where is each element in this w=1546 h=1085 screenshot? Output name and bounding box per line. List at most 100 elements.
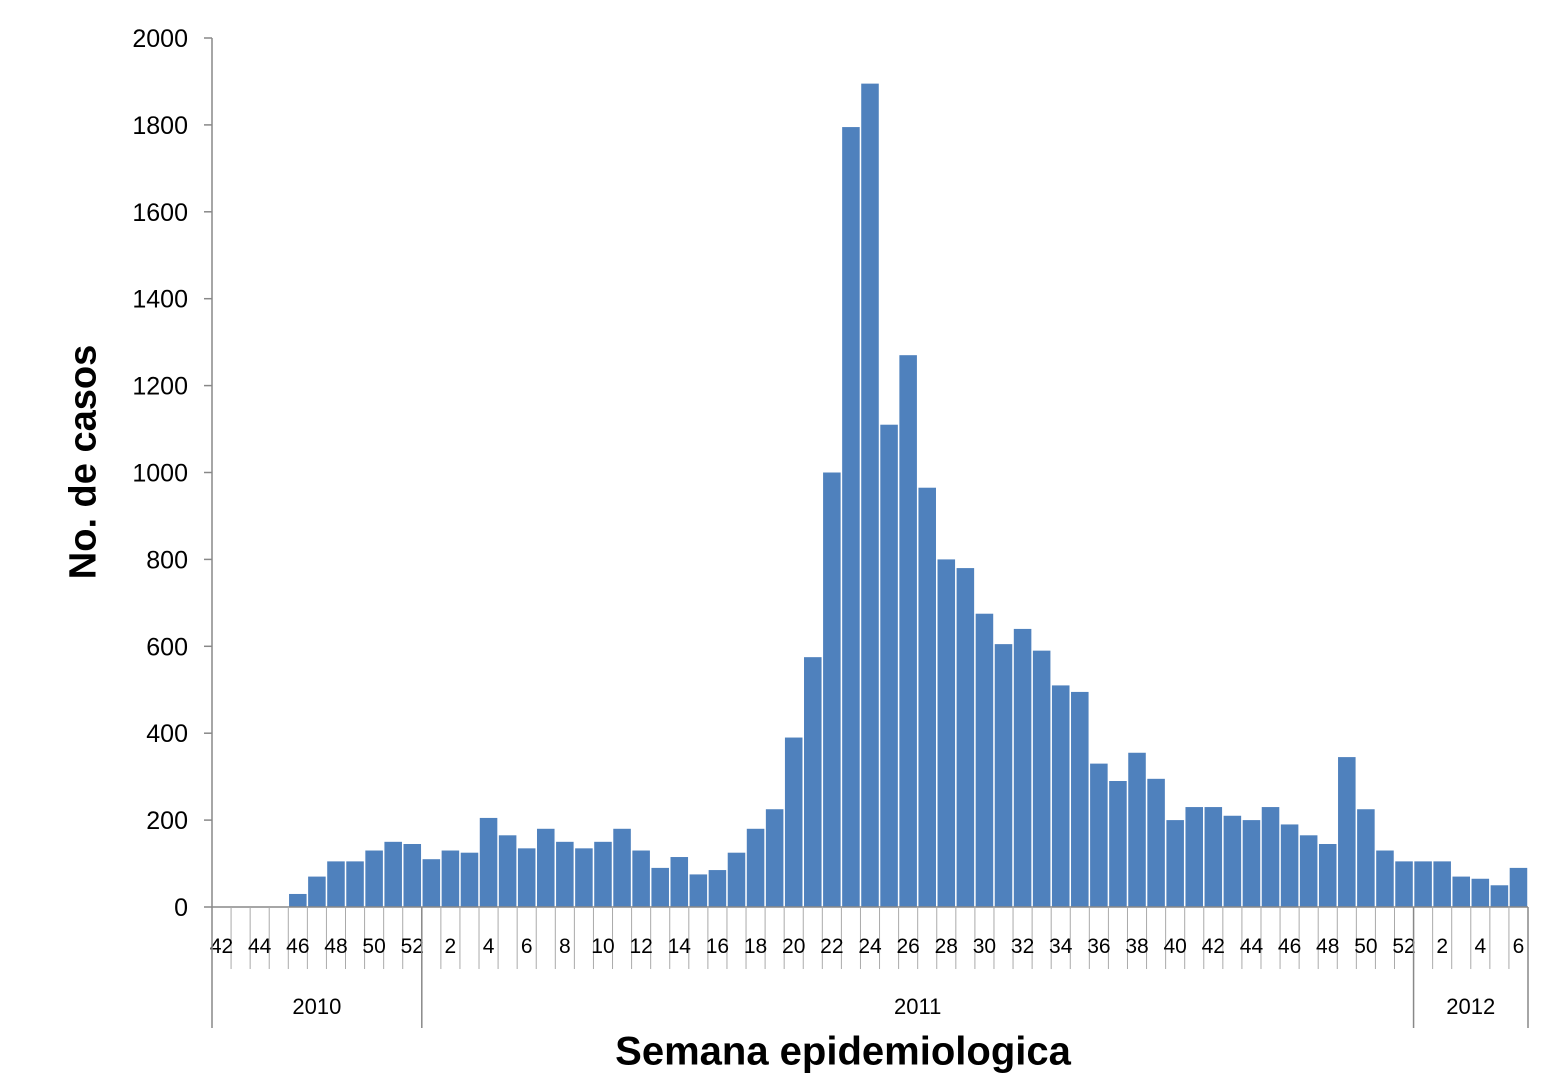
bar: 2: 105 [1433, 861, 1451, 907]
y-tick-label: 1600 [132, 199, 188, 227]
bar: 32: 640 [1013, 628, 1032, 907]
bar: 19: 225 [765, 809, 784, 907]
bar: 44: 200 [1242, 820, 1261, 907]
y-tick-label: 800 [146, 546, 188, 574]
y-tick-label: 0 [174, 894, 188, 922]
bar: 28: 800 [937, 559, 956, 907]
bar: 10: 150 [594, 841, 612, 907]
x-tick-label: 22 [820, 935, 843, 958]
bar: 48: 105 [327, 861, 345, 907]
bar: 39: 295 [1147, 778, 1165, 907]
bar: 16: 85 [708, 870, 727, 907]
bar: 8: 150 [556, 841, 574, 907]
x-tick-label: 26 [896, 935, 919, 958]
bar: 6: 90 [1509, 867, 1528, 907]
x-tick-label: 4 [483, 935, 495, 958]
x-tick-label: 6 [521, 935, 533, 958]
bar: 46: 190 [1280, 824, 1299, 907]
year-groups: 2010 2011 2012 [211, 907, 1529, 1028]
bar: 35: 495 [1071, 691, 1089, 907]
bar: 38: 355 [1128, 752, 1146, 907]
bar: 11: 180 [613, 828, 631, 907]
bar: 18: 180 [746, 828, 765, 907]
x-tick-label: 44 [1240, 935, 1264, 958]
x-tick-label: 16 [706, 935, 729, 958]
y-tick-label: 1000 [132, 460, 188, 488]
bar: 26: 1270 [899, 355, 917, 907]
x-tick-label: 14 [668, 935, 692, 958]
x-tick-label: 46 [1278, 935, 1301, 958]
x-tick-label: 30 [973, 935, 996, 958]
bar: 14: 115 [670, 857, 689, 907]
bar: 17: 125 [727, 852, 746, 907]
bar: 37: 290 [1109, 780, 1127, 907]
year-label: 2010 [292, 994, 341, 1019]
bar: 5: 165 [498, 835, 517, 907]
bar: 33: 590 [1032, 650, 1051, 907]
bar: 9: 135 [575, 848, 593, 907]
x-tick-label: 24 [858, 935, 882, 958]
x-tick-label: 8 [559, 935, 571, 958]
y-tick-label: 400 [146, 720, 188, 748]
y-tick-label: 1800 [132, 112, 188, 140]
x-tick-label: 46 [286, 935, 309, 958]
x-tick-label: 40 [1163, 935, 1186, 958]
bar: 1: 105 [1414, 861, 1432, 907]
x-tick-label: 42 [1202, 935, 1225, 958]
year-label: 2012 [1446, 994, 1495, 1019]
x-tick-label: 52 [1392, 935, 1415, 958]
bar: 21: 575 [804, 657, 822, 907]
bar: 49: 105 [346, 861, 364, 907]
x-tick-label: 18 [744, 935, 767, 958]
y-tick-label: 1200 [132, 373, 188, 401]
bar: 49: 345 [1338, 757, 1356, 907]
bar: 4: 205 [479, 817, 498, 907]
bar: 5: 50 [1490, 885, 1509, 907]
x-axis-ticks: 42 44 46 48 50 52 2 4 6 8 10 12 14 16 18 20 22 24 26 28 30 32… [210, 907, 1529, 969]
x-tick-label: 38 [1125, 935, 1148, 958]
x-tick-label: 44 [248, 935, 272, 958]
x-tick-label: 4 [1474, 935, 1486, 958]
x-tick-label: 2 [445, 935, 457, 958]
bar: 36: 330 [1090, 763, 1108, 907]
bar: 2: 130 [441, 850, 460, 907]
bar: 6: 135 [517, 848, 536, 907]
bar: 7: 180 [536, 828, 555, 907]
bar: 20: 390 [784, 737, 803, 907]
bar: 50: 130 [365, 850, 383, 907]
x-tick-label: 48 [324, 935, 347, 958]
bar: 47: 165 [1299, 835, 1318, 907]
bar: 45: 230 [1261, 807, 1280, 907]
bar: 34: 510 [1051, 685, 1070, 907]
bar: 1: 110 [422, 859, 441, 907]
bar: 42: 230 [1204, 807, 1223, 907]
y-tick-label: 200 [146, 807, 188, 835]
bar: 15: 75 [689, 874, 708, 907]
year-label: 2011 [894, 994, 941, 1019]
x-tick-label: 48 [1316, 935, 1339, 958]
bar: 3: 70 [1452, 876, 1471, 907]
x-tick-label: 52 [401, 935, 424, 958]
bar: 48: 145 [1318, 843, 1337, 907]
x-tick-label: 32 [1011, 935, 1034, 958]
bar: 24: 1895 [861, 83, 879, 907]
x-tick-label: 10 [591, 935, 614, 958]
bar: 27: 965 [918, 487, 936, 907]
bar: 22: 1000 [823, 472, 841, 907]
bar: 47: 70 [308, 876, 326, 907]
bar: 43: 210 [1223, 815, 1242, 907]
y-axis-ticks: 0 200 400 600 800 1000 1200 1400 1600 1800 2000 [132, 25, 212, 922]
x-axis-title: Semana epidemiologica [615, 1029, 1071, 1074]
bar: 25: 1110 [880, 424, 898, 907]
y-tick-label: 600 [146, 633, 188, 661]
bars-group: 42: 043: 044: 045: 046: 3047: 7048: 1054… [289, 83, 1528, 907]
bar: 41: 230 [1185, 807, 1204, 907]
bar: 4: 65 [1471, 878, 1490, 907]
bar: 52: 145 [403, 843, 422, 907]
bar: 13: 90 [651, 867, 669, 907]
bar: 30: 675 [975, 613, 994, 907]
x-tick-label: 34 [1049, 935, 1073, 958]
bar: 51: 150 [384, 841, 402, 907]
